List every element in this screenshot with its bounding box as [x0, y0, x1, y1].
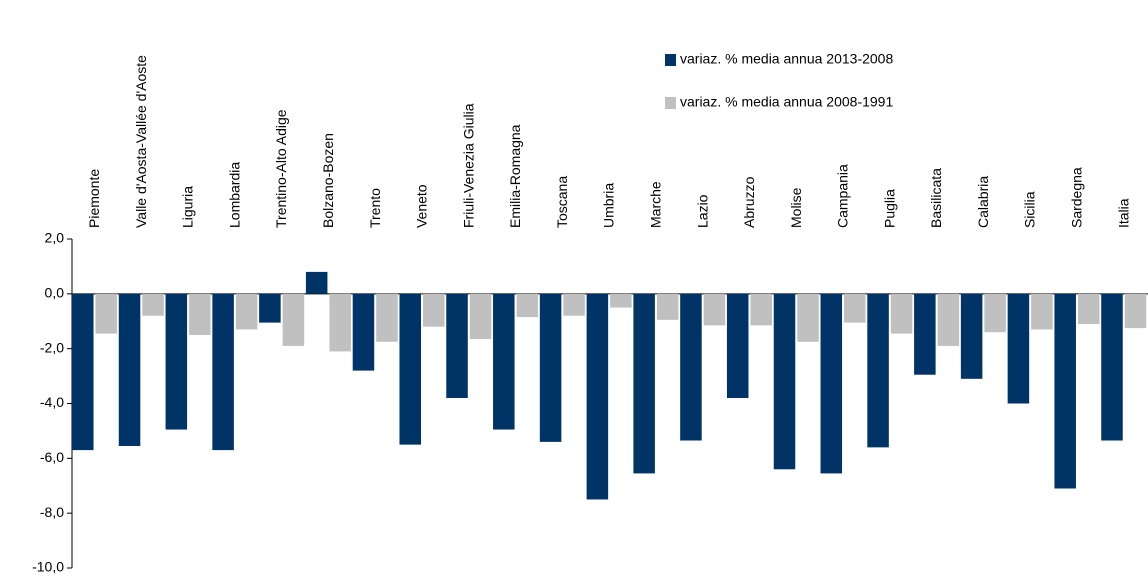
x-tick-label: Veneto	[414, 184, 430, 228]
x-tick-label: Puglia	[881, 189, 897, 228]
bar	[1007, 293, 1030, 404]
bar	[399, 293, 421, 445]
bar	[797, 293, 819, 342]
y-tick-label: -2,0	[40, 339, 64, 355]
y-tick-label: 2,0	[45, 230, 65, 246]
bar	[469, 293, 492, 340]
bar	[352, 293, 375, 371]
bar	[259, 293, 281, 323]
bar	[680, 293, 702, 441]
bar	[563, 293, 585, 316]
bar	[493, 293, 515, 430]
bar	[867, 293, 889, 448]
bar	[633, 293, 655, 474]
bar	[539, 293, 562, 442]
x-tick-label: Emilia-Romagna	[507, 124, 523, 228]
bar	[890, 293, 913, 334]
y-tick-label: 0,0	[45, 285, 65, 301]
x-tick-label: Trentino-Alto Adige	[273, 109, 289, 228]
bar	[656, 293, 679, 320]
bar	[329, 293, 351, 352]
x-tick-label: Valle d'Aosta-Vallée d'Aoste	[133, 55, 149, 228]
bar	[72, 293, 94, 451]
x-tick-label: Campania	[835, 164, 851, 228]
x-tick-label: Calabria	[975, 176, 991, 228]
bar	[305, 271, 328, 294]
bar	[984, 293, 1006, 333]
bar	[960, 293, 983, 379]
x-tick-label: Sardegna	[1069, 167, 1085, 228]
bar	[703, 293, 726, 326]
bar	[446, 293, 468, 399]
bar	[1101, 293, 1123, 441]
bar	[1054, 293, 1076, 489]
x-tick-label: Friuli-Venezia Giulia	[460, 103, 476, 228]
x-tick-label: Sicilia	[1022, 191, 1038, 228]
y-tick-label: -8,0	[40, 504, 64, 520]
legend-swatch	[665, 97, 676, 109]
bar	[773, 293, 796, 470]
y-tick-label: -10,0	[32, 559, 64, 575]
bar	[422, 293, 445, 327]
bar	[235, 293, 258, 330]
x-tick-label: Italia	[1115, 198, 1131, 228]
bar	[844, 293, 866, 323]
bar	[1077, 293, 1100, 324]
x-tick-label: Lombardia	[226, 162, 242, 228]
x-tick-label: Trento	[367, 188, 383, 228]
bar	[1031, 293, 1053, 330]
y-tick-label: -4,0	[40, 394, 64, 410]
x-tick-label: Liguria	[180, 186, 196, 228]
x-tick-label: Lazio	[694, 194, 710, 228]
bar	[726, 293, 749, 399]
x-tick-label: Marche	[647, 181, 663, 228]
bar	[376, 293, 398, 342]
x-tick-label: Bolzano-Bozen	[320, 133, 336, 228]
bar	[610, 293, 632, 308]
legend-label: variaz. % media annua 2008-1991	[680, 94, 893, 110]
y-tick-label: -6,0	[40, 449, 64, 465]
bar	[820, 293, 843, 474]
bar	[142, 293, 164, 316]
bar	[118, 293, 141, 446]
x-tick-label: Molise	[788, 187, 804, 228]
bar	[189, 293, 211, 335]
x-tick-label: Toscana	[554, 176, 570, 228]
x-tick-label: Basilicata	[928, 168, 944, 228]
bar	[937, 293, 960, 346]
bar	[282, 293, 305, 346]
x-tick-label: Piemonte	[86, 169, 102, 228]
legend-label: variaz. % media annua 2013-2008	[680, 51, 893, 67]
x-tick-label: Abruzzo	[741, 176, 757, 228]
bar	[750, 293, 772, 326]
bar	[212, 293, 234, 451]
bar	[95, 293, 118, 334]
bar	[586, 293, 609, 500]
bar	[914, 293, 936, 375]
x-tick-label: Umbria	[601, 183, 617, 228]
bar	[1124, 293, 1147, 329]
bar	[165, 293, 188, 430]
bar	[516, 293, 539, 318]
legend-swatch	[665, 54, 676, 66]
